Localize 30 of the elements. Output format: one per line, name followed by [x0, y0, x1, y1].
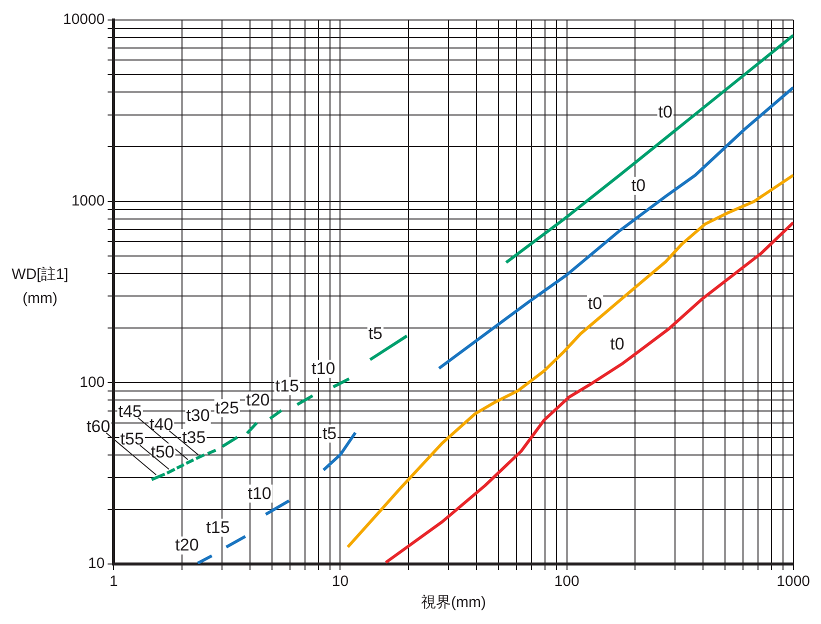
series-label: t10: [248, 484, 272, 503]
x-tick-label: 1000: [776, 573, 810, 590]
series-label: t15: [206, 518, 230, 537]
x-tick-label: 10: [332, 573, 349, 590]
y-tick-label: 100: [80, 374, 105, 391]
series-label: t40: [150, 414, 174, 434]
y-tick-label: 1000: [71, 192, 105, 210]
y-axis-title: WD[註1] (mm): [10, 265, 70, 309]
y-tick-label: 10: [88, 555, 105, 572]
series-label: t0: [658, 102, 672, 122]
y-tick-label: 10000: [62, 11, 105, 28]
series-label: t55: [120, 429, 144, 448]
series-label: t10: [312, 359, 336, 378]
x-tick-label: 100: [554, 573, 580, 590]
series-label: t30: [186, 406, 210, 426]
series-label: t35: [182, 428, 206, 448]
text: t45: [118, 402, 142, 421]
series-label: t20: [175, 536, 199, 555]
series-label: t15: [275, 376, 299, 396]
text: t60: [86, 417, 110, 436]
series-label: t0: [588, 294, 602, 314]
series-label: t20: [246, 390, 270, 410]
series-label: t5: [322, 424, 337, 443]
series-label: t25: [215, 398, 239, 418]
series-label: t5: [368, 324, 383, 343]
x-tick-label: 1: [110, 573, 118, 590]
series-label: t0: [610, 334, 624, 354]
x-axis-title: 視界(mm): [421, 594, 486, 612]
series-label: t50: [150, 442, 174, 462]
series-label: t0: [631, 176, 646, 196]
